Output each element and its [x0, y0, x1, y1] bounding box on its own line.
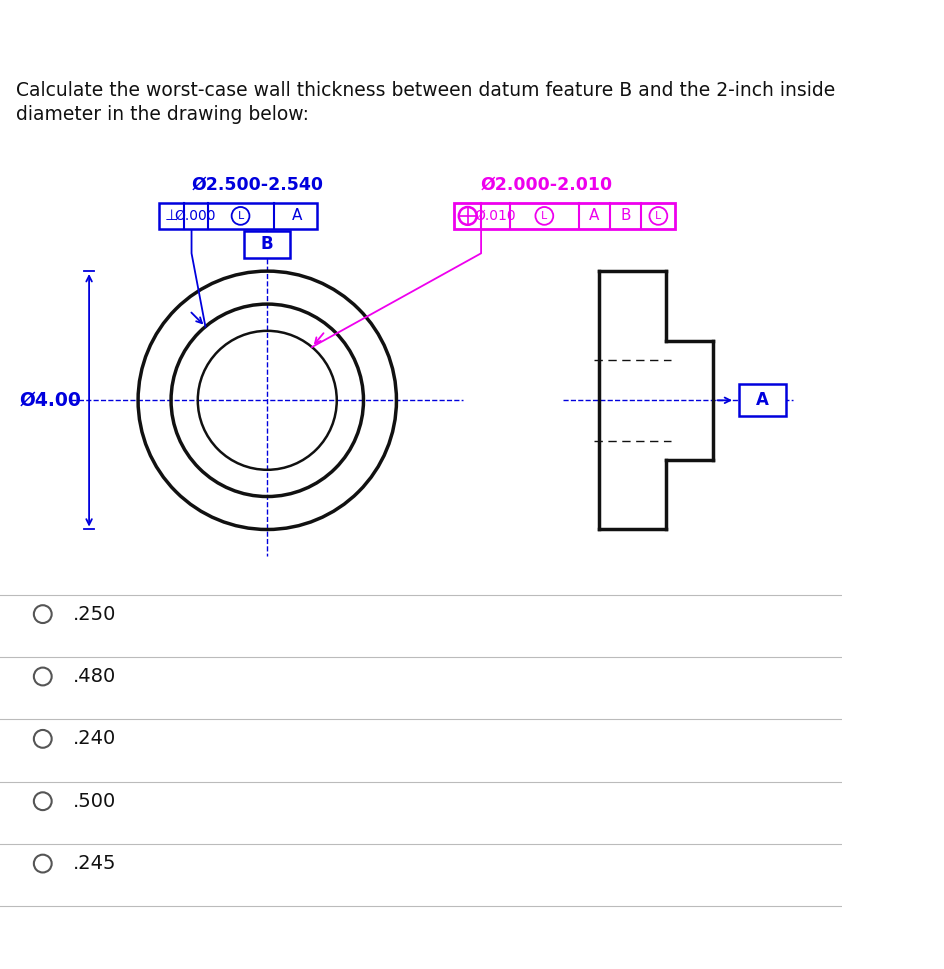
Text: .500: .500: [73, 792, 116, 811]
Text: .240: .240: [73, 730, 116, 748]
FancyBboxPatch shape: [738, 385, 785, 417]
Text: Ø.000: Ø.000: [175, 209, 215, 223]
Text: Ø4.00: Ø4.00: [20, 391, 82, 410]
FancyBboxPatch shape: [244, 231, 290, 258]
Text: Ø2.000-2.010: Ø2.000-2.010: [480, 175, 613, 194]
Text: Ø.010: Ø.010: [474, 209, 515, 223]
Text: diameter in the drawing below:: diameter in the drawing below:: [16, 105, 309, 123]
FancyBboxPatch shape: [159, 203, 317, 230]
Text: .480: .480: [73, 667, 116, 686]
Text: A: A: [755, 391, 768, 409]
Text: B: B: [261, 235, 274, 254]
Text: Ø2.500-2.540: Ø2.500-2.540: [192, 175, 323, 194]
Text: L: L: [237, 211, 244, 221]
Text: L: L: [654, 211, 661, 221]
FancyBboxPatch shape: [454, 203, 675, 230]
Text: L: L: [541, 211, 547, 221]
Text: A: A: [588, 208, 598, 224]
Text: .250: .250: [73, 605, 116, 624]
Text: Calculate the worst-case wall thickness between datum feature B and the 2-inch i: Calculate the worst-case wall thickness …: [16, 81, 834, 101]
Text: B: B: [619, 208, 630, 224]
Text: A: A: [291, 208, 301, 224]
Text: ⊥: ⊥: [164, 208, 177, 224]
Text: .245: .245: [73, 854, 116, 873]
